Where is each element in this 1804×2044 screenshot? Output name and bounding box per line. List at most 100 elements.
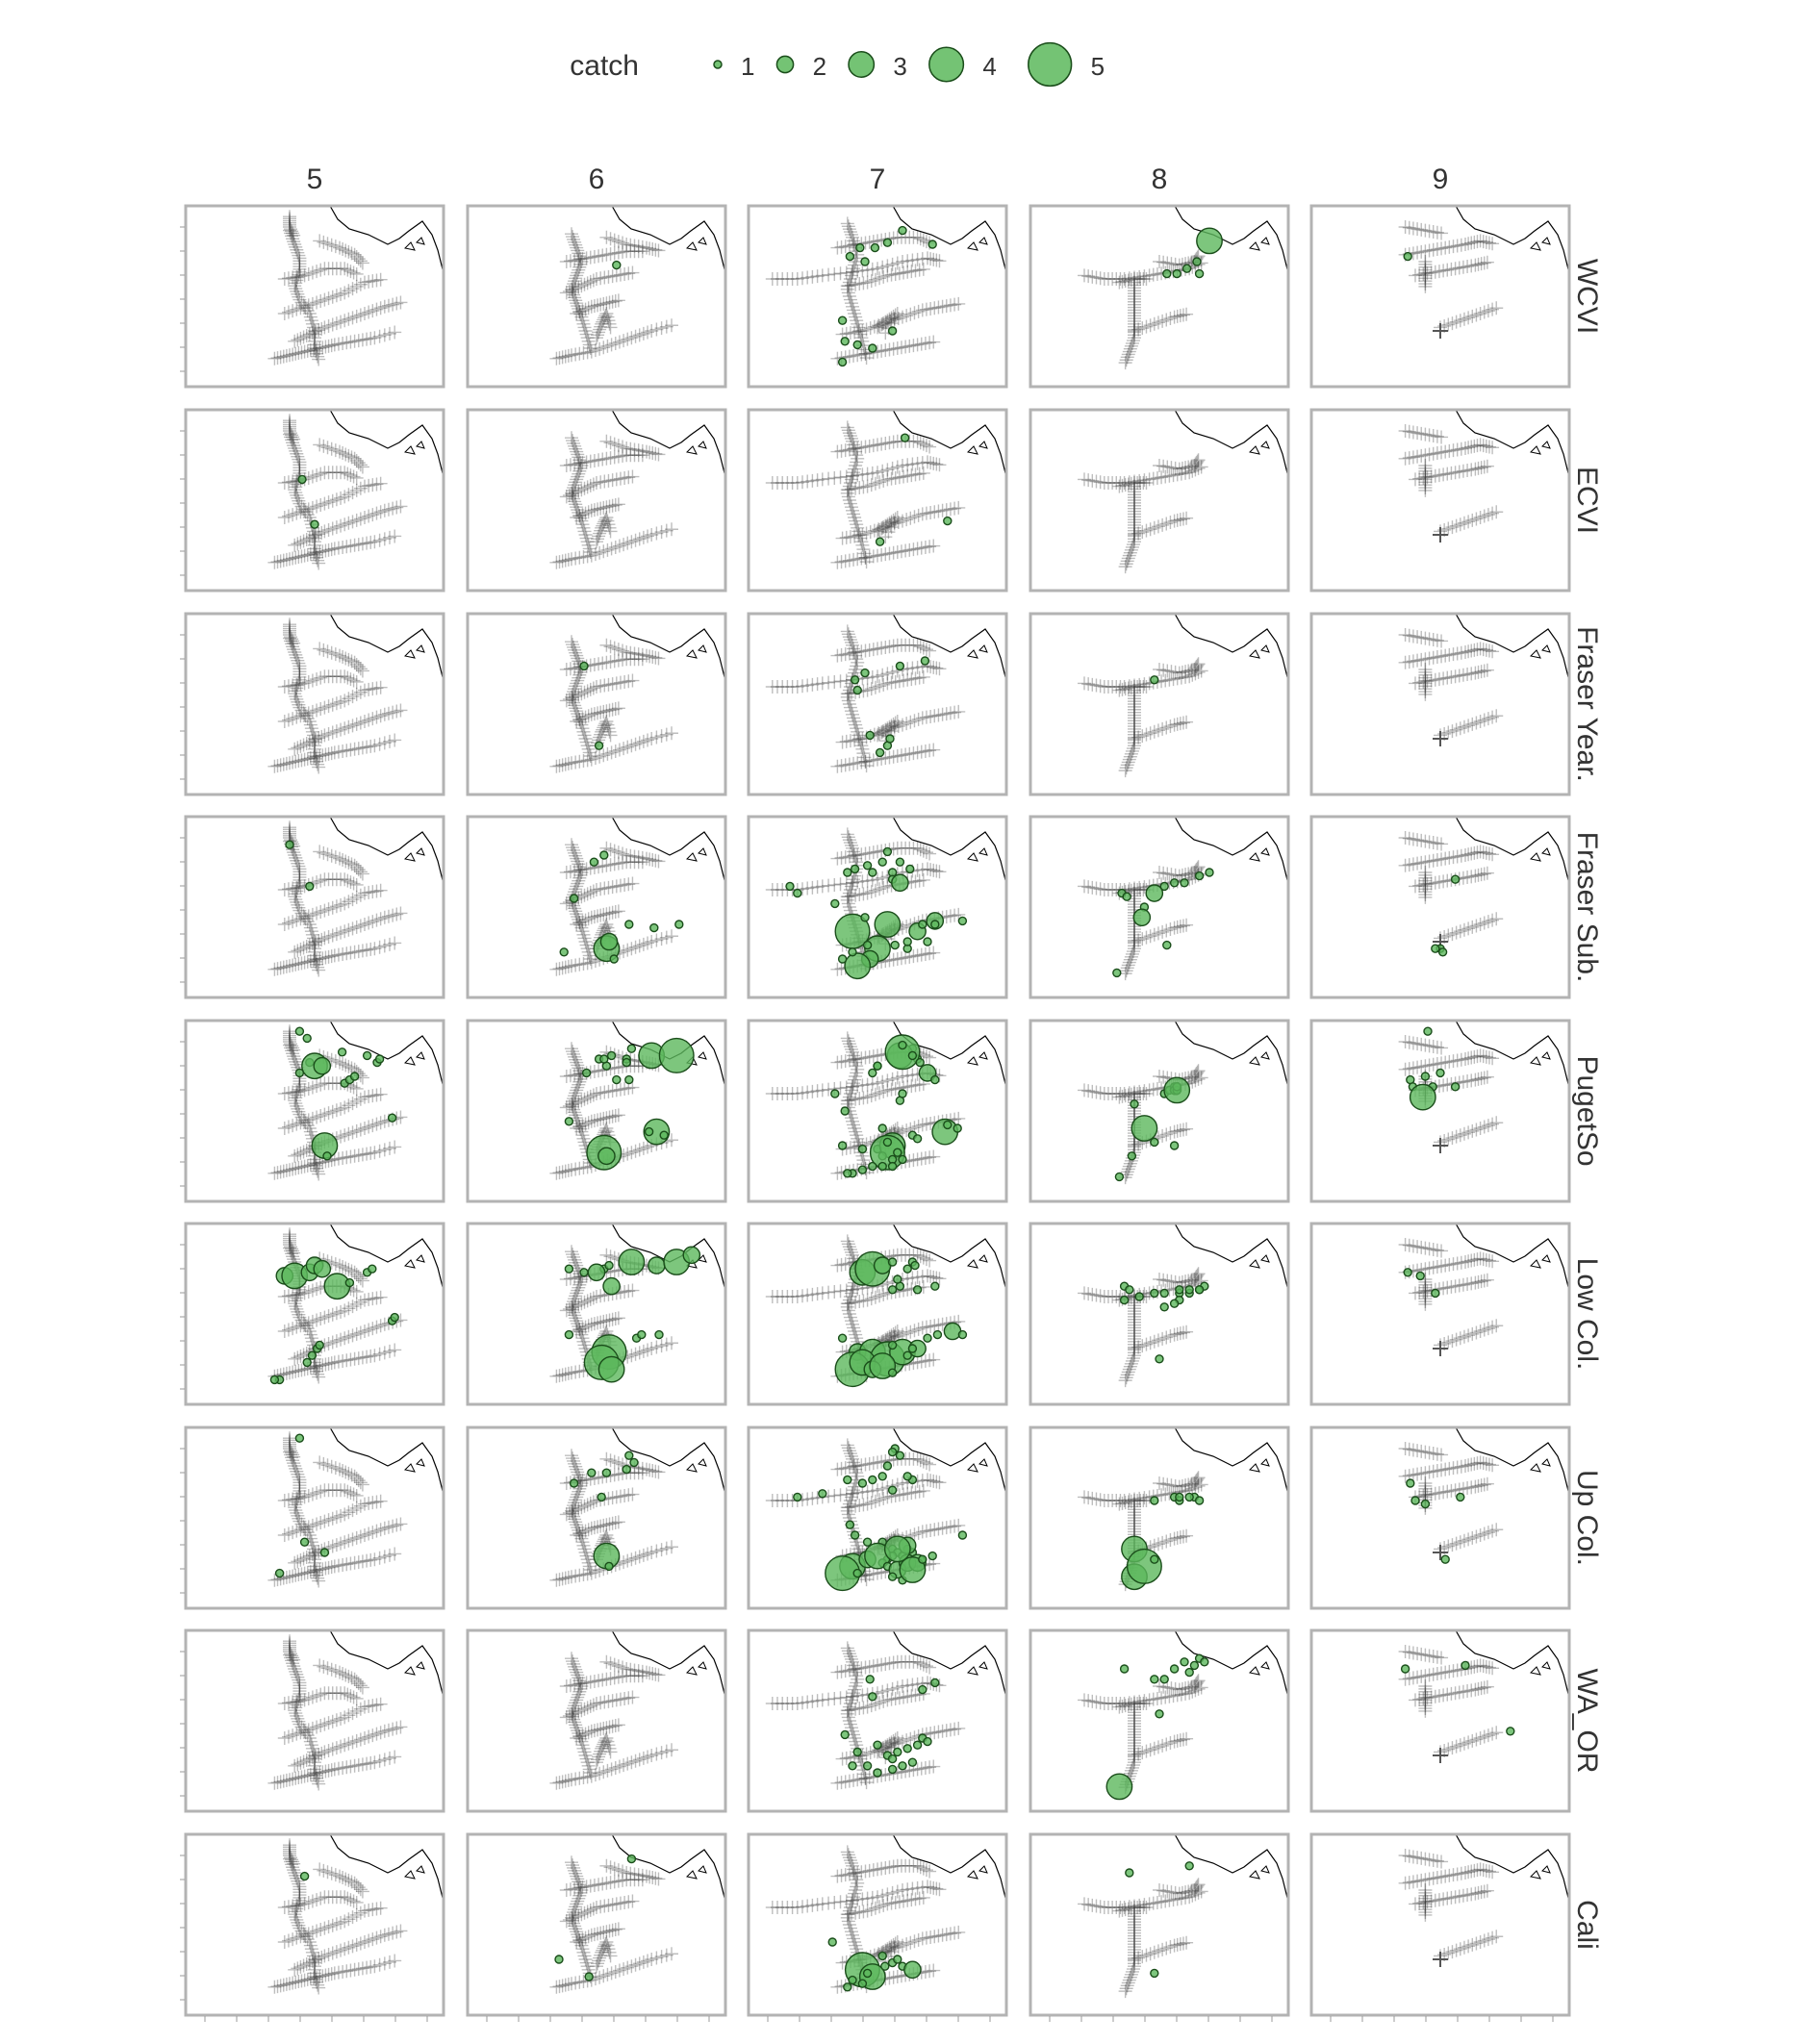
- panel-border: [466, 1832, 727, 2017]
- survey-track: [267, 1750, 402, 1790]
- panel-7-7: [747, 1628, 1008, 1813]
- survey-track: [570, 1311, 625, 1338]
- catch-point: [1155, 1709, 1164, 1719]
- catch-point: [877, 1123, 887, 1133]
- catch-point: [898, 1089, 907, 1098]
- catch-point: [843, 868, 852, 877]
- survey-track: [313, 1455, 369, 1492]
- survey-track: [1078, 1477, 1208, 1507]
- survey-track: [1118, 1904, 1141, 1999]
- catch-point: [902, 1472, 912, 1481]
- panel-8-9: [1309, 1832, 1571, 2022]
- survey-track: [1112, 1901, 1154, 1918]
- survey-track: [559, 1894, 640, 1929]
- survey-track: [559, 469, 640, 504]
- island: [1529, 441, 1551, 455]
- survey-track: [1118, 1293, 1141, 1388]
- island: [966, 237, 988, 251]
- catch-point: [1150, 1288, 1159, 1299]
- panel-border: [747, 815, 1008, 999]
- catch-point: [1150, 1137, 1159, 1148]
- station-marker: [1433, 731, 1448, 746]
- panel-5-5: [180, 1222, 445, 1406]
- survey-track: [830, 230, 937, 255]
- catch-point: [862, 940, 873, 950]
- catch-point: [862, 1968, 873, 1979]
- survey-track: [267, 936, 402, 976]
- catch-point: [1114, 1172, 1125, 1182]
- survey-track: [1418, 1476, 1433, 1515]
- catch-point: [850, 1530, 860, 1540]
- panel-5-8: [1029, 1222, 1290, 1406]
- catch-point: [1155, 1354, 1164, 1364]
- catch-point: [674, 920, 684, 929]
- catch-point: [915, 1057, 925, 1068]
- coastline: [1455, 614, 1569, 682]
- panel-border: [747, 204, 1008, 389]
- survey-track: [267, 1140, 402, 1180]
- catch-point: [953, 1123, 962, 1133]
- survey-track: [277, 1290, 388, 1338]
- survey-track: [267, 1343, 402, 1383]
- coastline: [1455, 1427, 1569, 1496]
- survey-track: [1078, 460, 1208, 490]
- survey-track: [599, 230, 666, 258]
- survey-track: [313, 1862, 369, 1899]
- survey-track: [835, 500, 966, 545]
- panel-1-8: [1029, 408, 1290, 593]
- coastline: [1455, 206, 1569, 274]
- panel-6-7: [747, 1426, 1008, 1610]
- panel-border: [747, 1019, 1008, 1203]
- catch-point: [1112, 968, 1122, 978]
- survey-track: [1434, 1523, 1504, 1556]
- coastline: [611, 206, 725, 274]
- survey-track: [835, 704, 966, 749]
- survey-track: [277, 1483, 364, 1507]
- island: [1248, 441, 1270, 455]
- survey-track: [559, 448, 649, 472]
- catch-point: [902, 1350, 912, 1360]
- panel-2-8: [1029, 612, 1290, 796]
- catch-point: [895, 1451, 905, 1460]
- catch-point: [587, 1468, 597, 1477]
- catch-point: [840, 1729, 850, 1740]
- catch-point: [622, 1464, 631, 1475]
- survey-track: [559, 1873, 649, 1897]
- island: [1248, 1865, 1270, 1880]
- catch-point: [882, 1137, 893, 1148]
- panel-border: [1029, 1628, 1290, 1813]
- survey-track: [1434, 1726, 1504, 1759]
- survey-track: [590, 715, 618, 753]
- catch-point: [1159, 1288, 1169, 1299]
- catch-point: [927, 240, 937, 249]
- survey-track: [1118, 683, 1141, 778]
- catch-point: [1450, 1082, 1461, 1092]
- coastline: [1174, 206, 1288, 274]
- station-marker: [1433, 1748, 1448, 1763]
- survey-track: [267, 1954, 402, 1994]
- survey-track: [277, 1901, 388, 1949]
- catch-point: [579, 1268, 589, 1277]
- survey-track: [1418, 866, 1433, 904]
- catch-point: [930, 1074, 940, 1085]
- survey-track: [840, 1890, 930, 1922]
- catch-point: [1189, 1660, 1200, 1671]
- panel-1-9: [1309, 408, 1571, 593]
- catch-point: [1169, 878, 1180, 888]
- panel-5-7: [747, 1222, 1008, 1406]
- catch-point: [920, 656, 930, 666]
- catch-point: [302, 1033, 312, 1044]
- catch-point: [387, 1113, 397, 1123]
- panel-border: [466, 815, 727, 999]
- catch-point: [882, 238, 893, 247]
- coastline: [611, 410, 725, 478]
- catch-point: [1169, 1664, 1180, 1674]
- catch-point: [883, 1535, 911, 1563]
- catch-point: [862, 1761, 873, 1771]
- survey-track: [1398, 1849, 1449, 1869]
- catch-point: [818, 1489, 827, 1499]
- survey-track: [590, 1935, 618, 1974]
- island: [1529, 1051, 1551, 1066]
- catch-point: [891, 873, 909, 893]
- catch-point: [654, 1329, 664, 1340]
